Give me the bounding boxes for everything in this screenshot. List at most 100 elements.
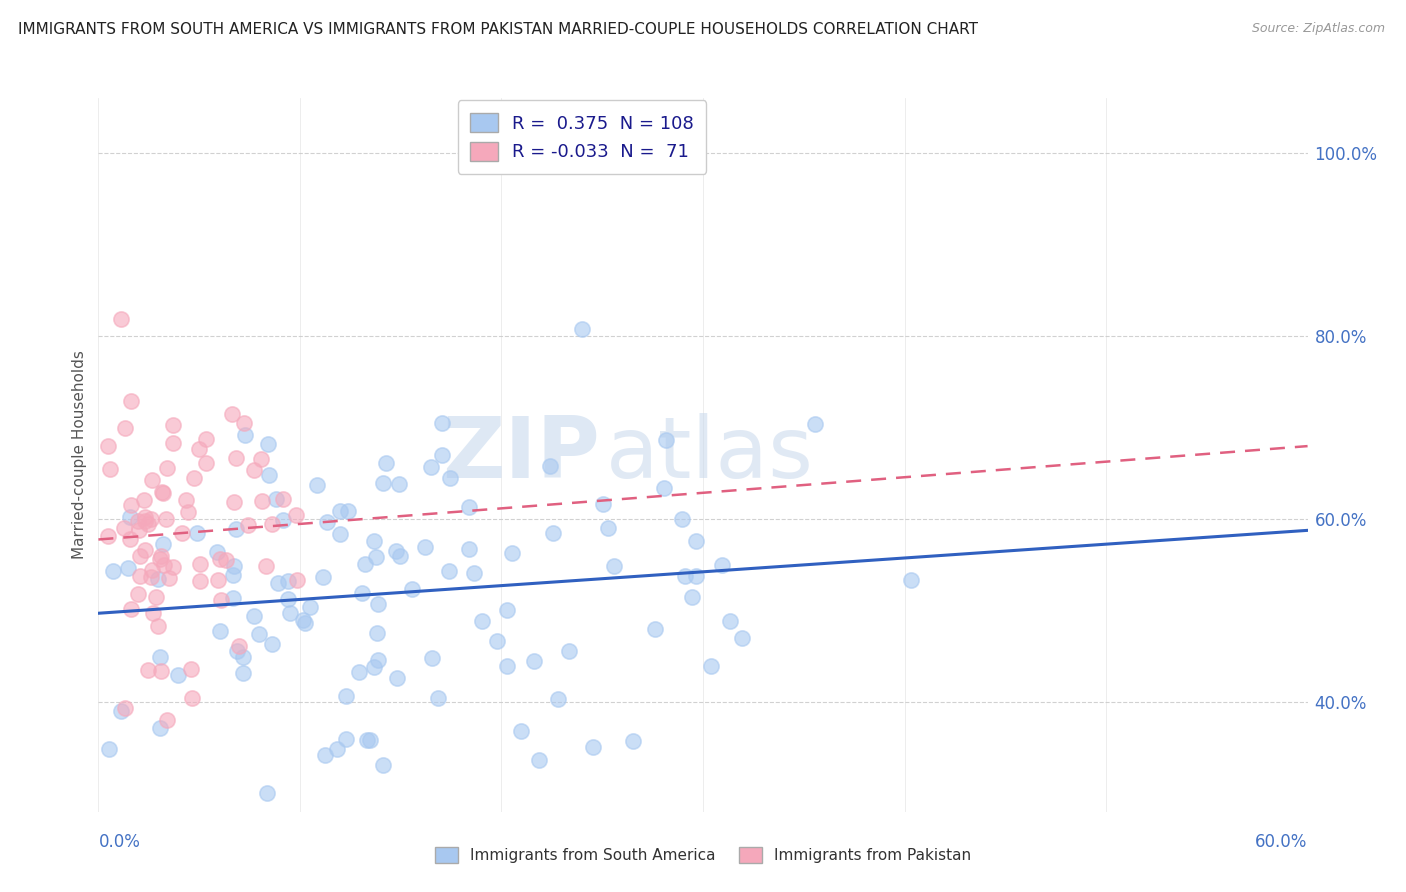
Point <box>359 732 381 747</box>
Point <box>547 691 569 706</box>
Point <box>146 572 169 586</box>
Point <box>387 671 409 685</box>
Point <box>329 526 352 541</box>
Point <box>264 491 287 506</box>
Point <box>233 427 256 442</box>
Point <box>262 637 284 651</box>
Point <box>621 733 644 747</box>
Point <box>900 573 922 587</box>
Point <box>463 566 485 580</box>
Point <box>335 689 357 703</box>
Legend: Immigrants from South America, Immigrants from Pakistan: Immigrants from South America, Immigrant… <box>427 839 979 871</box>
Point <box>209 593 232 607</box>
Point <box>134 509 156 524</box>
Point <box>356 732 378 747</box>
Point <box>222 568 245 582</box>
Point <box>439 564 461 578</box>
Point <box>97 529 120 543</box>
Point <box>145 590 167 604</box>
Point <box>225 451 247 466</box>
Point <box>236 518 259 533</box>
Point <box>271 513 294 527</box>
Point <box>156 713 179 727</box>
Point <box>681 590 703 604</box>
Point <box>221 591 243 606</box>
Point <box>501 546 523 560</box>
Y-axis label: Married-couple Households: Married-couple Households <box>72 351 87 559</box>
Point <box>685 569 707 583</box>
Text: 0.0%: 0.0% <box>98 833 141 851</box>
Text: atlas: atlas <box>606 413 814 497</box>
Point <box>134 514 156 528</box>
Point <box>250 494 273 508</box>
Point <box>232 666 254 681</box>
Point <box>150 484 173 499</box>
Point <box>430 416 453 430</box>
Point <box>718 614 741 628</box>
Point <box>277 592 299 607</box>
Point <box>366 625 388 640</box>
Point <box>141 512 163 526</box>
Point <box>305 478 328 492</box>
Point <box>139 569 162 583</box>
Point <box>413 540 436 554</box>
Point <box>97 439 120 453</box>
Point <box>174 493 197 508</box>
Point <box>250 451 273 466</box>
Point <box>177 505 200 519</box>
Point <box>700 658 723 673</box>
Point <box>243 609 266 624</box>
Point <box>285 573 308 587</box>
Point <box>134 493 156 508</box>
Point <box>363 660 385 674</box>
Point <box>247 627 270 641</box>
Point <box>152 485 174 500</box>
Point <box>260 517 283 532</box>
Point <box>134 542 156 557</box>
Point <box>419 459 441 474</box>
Point <box>458 500 481 515</box>
Point <box>422 650 444 665</box>
Point <box>215 552 238 566</box>
Point <box>353 557 375 571</box>
Point <box>254 558 277 573</box>
Point <box>180 690 202 705</box>
Point <box>141 473 163 487</box>
Point <box>148 552 170 566</box>
Point <box>603 559 626 574</box>
Point <box>385 544 408 558</box>
Point <box>207 574 229 588</box>
Point <box>129 549 152 564</box>
Point <box>257 437 280 451</box>
Point <box>232 650 254 665</box>
Point <box>150 549 173 564</box>
Point <box>114 421 136 435</box>
Point <box>114 701 136 715</box>
Point <box>167 668 190 682</box>
Point <box>485 634 508 648</box>
Point <box>582 739 605 754</box>
Point <box>110 312 132 326</box>
Point <box>152 537 174 551</box>
Point <box>256 786 278 800</box>
Point <box>120 394 142 409</box>
Point <box>292 613 315 627</box>
Point <box>427 690 450 705</box>
Point <box>149 722 172 736</box>
Point <box>127 514 149 528</box>
Text: 60.0%: 60.0% <box>1256 833 1308 851</box>
Point <box>363 533 385 548</box>
Point <box>278 607 301 621</box>
Point <box>711 558 734 572</box>
Point <box>188 574 211 588</box>
Point <box>523 654 546 668</box>
Point <box>316 515 339 529</box>
Text: IMMIGRANTS FROM SOUTH AMERICA VS IMMIGRANTS FROM PAKISTAN MARRIED-COUPLE HOUSEHO: IMMIGRANTS FROM SOUTH AMERICA VS IMMIGRA… <box>18 22 979 37</box>
Point <box>118 532 141 546</box>
Point <box>172 525 194 540</box>
Point <box>98 462 121 476</box>
Point <box>222 495 245 509</box>
Point <box>156 461 179 475</box>
Point <box>592 496 614 510</box>
Point <box>336 504 359 518</box>
